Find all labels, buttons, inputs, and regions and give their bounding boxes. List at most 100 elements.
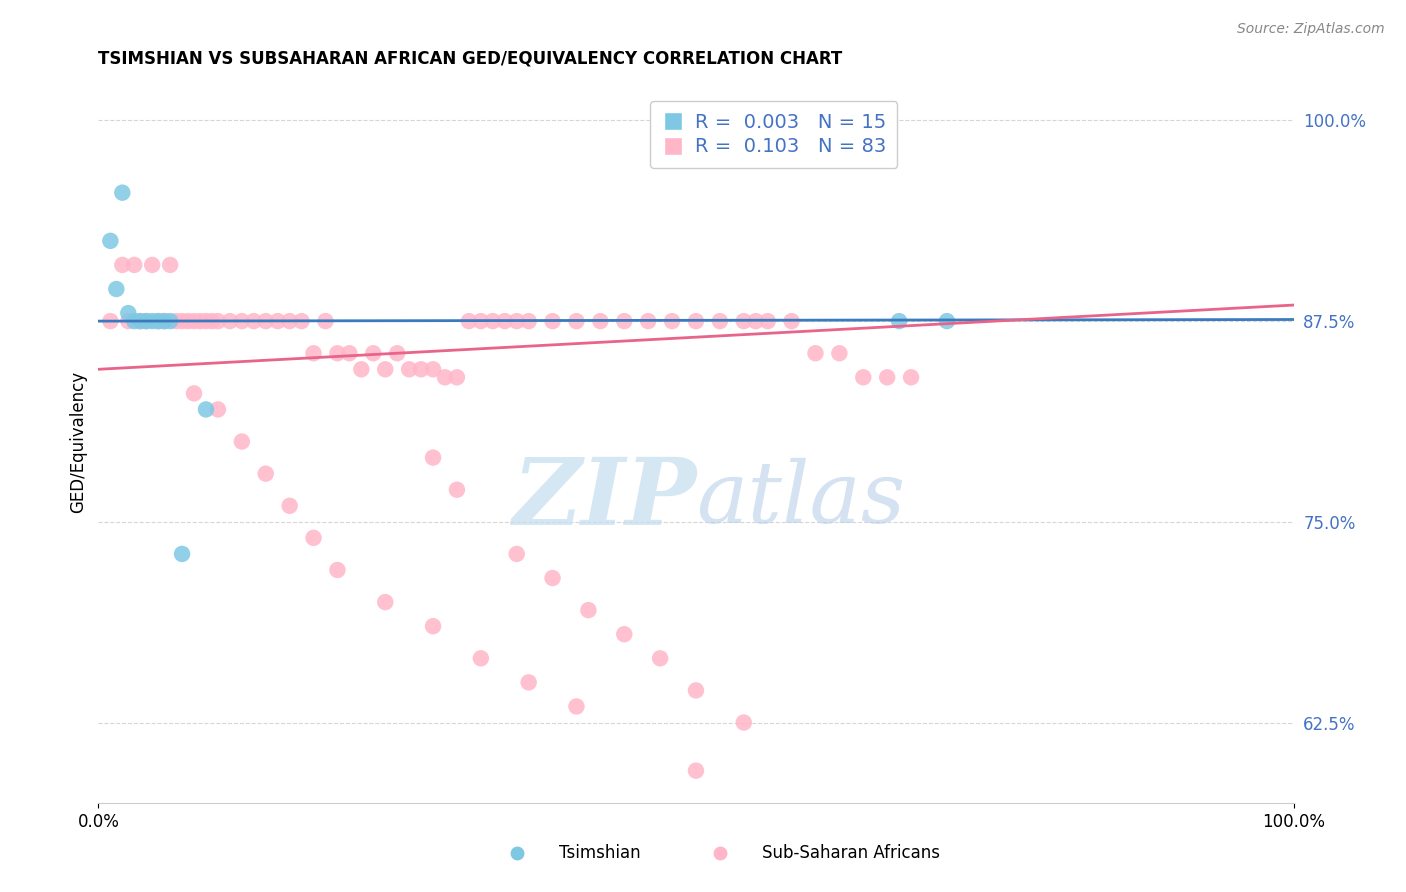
Point — [565, 699, 588, 714]
Point — [177, 314, 200, 328]
Point — [183, 386, 205, 401]
Point — [648, 651, 672, 665]
Point — [278, 314, 301, 328]
Point — [326, 563, 349, 577]
Point — [685, 314, 707, 328]
Point — [339, 346, 361, 360]
Point — [470, 314, 492, 328]
Point — [183, 314, 205, 328]
Point — [159, 314, 181, 328]
Point — [111, 258, 134, 272]
Text: ZIP: ZIP — [512, 454, 696, 544]
Point — [422, 450, 444, 465]
Point — [458, 314, 481, 328]
Point — [201, 314, 224, 328]
Point — [470, 651, 492, 665]
Point — [153, 314, 176, 328]
Text: Source: ZipAtlas.com: Source: ZipAtlas.com — [1237, 22, 1385, 37]
Point — [326, 346, 349, 360]
Point — [876, 370, 898, 384]
Point — [804, 346, 827, 360]
Point — [302, 346, 325, 360]
Point — [148, 314, 170, 328]
Point — [195, 402, 218, 417]
Point — [565, 314, 588, 328]
Point — [637, 314, 659, 328]
Point — [291, 314, 314, 328]
Point — [254, 467, 277, 481]
Point — [385, 346, 409, 360]
Point — [733, 314, 755, 328]
Point — [135, 314, 157, 328]
Point — [506, 314, 529, 328]
Point — [446, 483, 468, 497]
Point — [129, 314, 152, 328]
Point — [350, 362, 373, 376]
Point — [315, 314, 337, 328]
Point — [398, 362, 420, 376]
Point — [124, 314, 146, 328]
Point — [756, 314, 779, 328]
Point — [98, 234, 122, 248]
Point — [541, 314, 564, 328]
Point — [207, 402, 229, 417]
Point — [135, 314, 157, 328]
Point — [141, 314, 163, 328]
Point — [165, 314, 187, 328]
Point — [172, 314, 194, 328]
Point — [278, 499, 301, 513]
Point — [434, 370, 457, 384]
Point — [411, 362, 433, 376]
Point — [363, 346, 385, 360]
Point — [446, 370, 468, 384]
Point — [231, 314, 253, 328]
Point — [733, 715, 755, 730]
Point — [852, 370, 875, 384]
Point — [254, 314, 277, 328]
Point — [129, 314, 152, 328]
Text: atlas: atlas — [696, 458, 905, 541]
Point — [153, 314, 176, 328]
Point — [111, 186, 134, 200]
Point — [207, 314, 229, 328]
Text: Sub-Saharan Africans: Sub-Saharan Africans — [762, 845, 939, 863]
Point — [195, 314, 218, 328]
Point — [517, 314, 540, 328]
Point — [481, 314, 505, 328]
Point — [422, 362, 444, 376]
Point — [936, 314, 959, 328]
Point — [98, 314, 122, 328]
Text: Tsimshian: Tsimshian — [558, 845, 640, 863]
Point — [374, 595, 396, 609]
Point — [578, 603, 600, 617]
Point — [231, 434, 253, 449]
Point — [613, 627, 636, 641]
Point — [661, 314, 683, 328]
Point — [685, 764, 707, 778]
Point — [124, 258, 146, 272]
Point — [422, 619, 444, 633]
Legend: R =  0.003   N = 15, R =  0.103   N = 83: R = 0.003 N = 15, R = 0.103 N = 83 — [650, 101, 897, 168]
Point — [374, 362, 396, 376]
Point — [541, 571, 564, 585]
Point — [105, 282, 128, 296]
Point — [709, 314, 731, 328]
Point — [219, 314, 242, 328]
Point — [517, 675, 540, 690]
Point — [172, 547, 194, 561]
Point — [589, 314, 612, 328]
Point — [685, 683, 707, 698]
Point — [159, 258, 181, 272]
Point — [243, 314, 266, 328]
Point — [780, 314, 803, 328]
Point — [117, 306, 139, 320]
Point — [117, 314, 139, 328]
Point — [494, 314, 516, 328]
Point — [828, 346, 851, 360]
Point — [148, 314, 170, 328]
Point — [889, 314, 911, 328]
Point — [188, 314, 211, 328]
Point — [900, 370, 922, 384]
Point — [267, 314, 290, 328]
Point — [613, 314, 636, 328]
